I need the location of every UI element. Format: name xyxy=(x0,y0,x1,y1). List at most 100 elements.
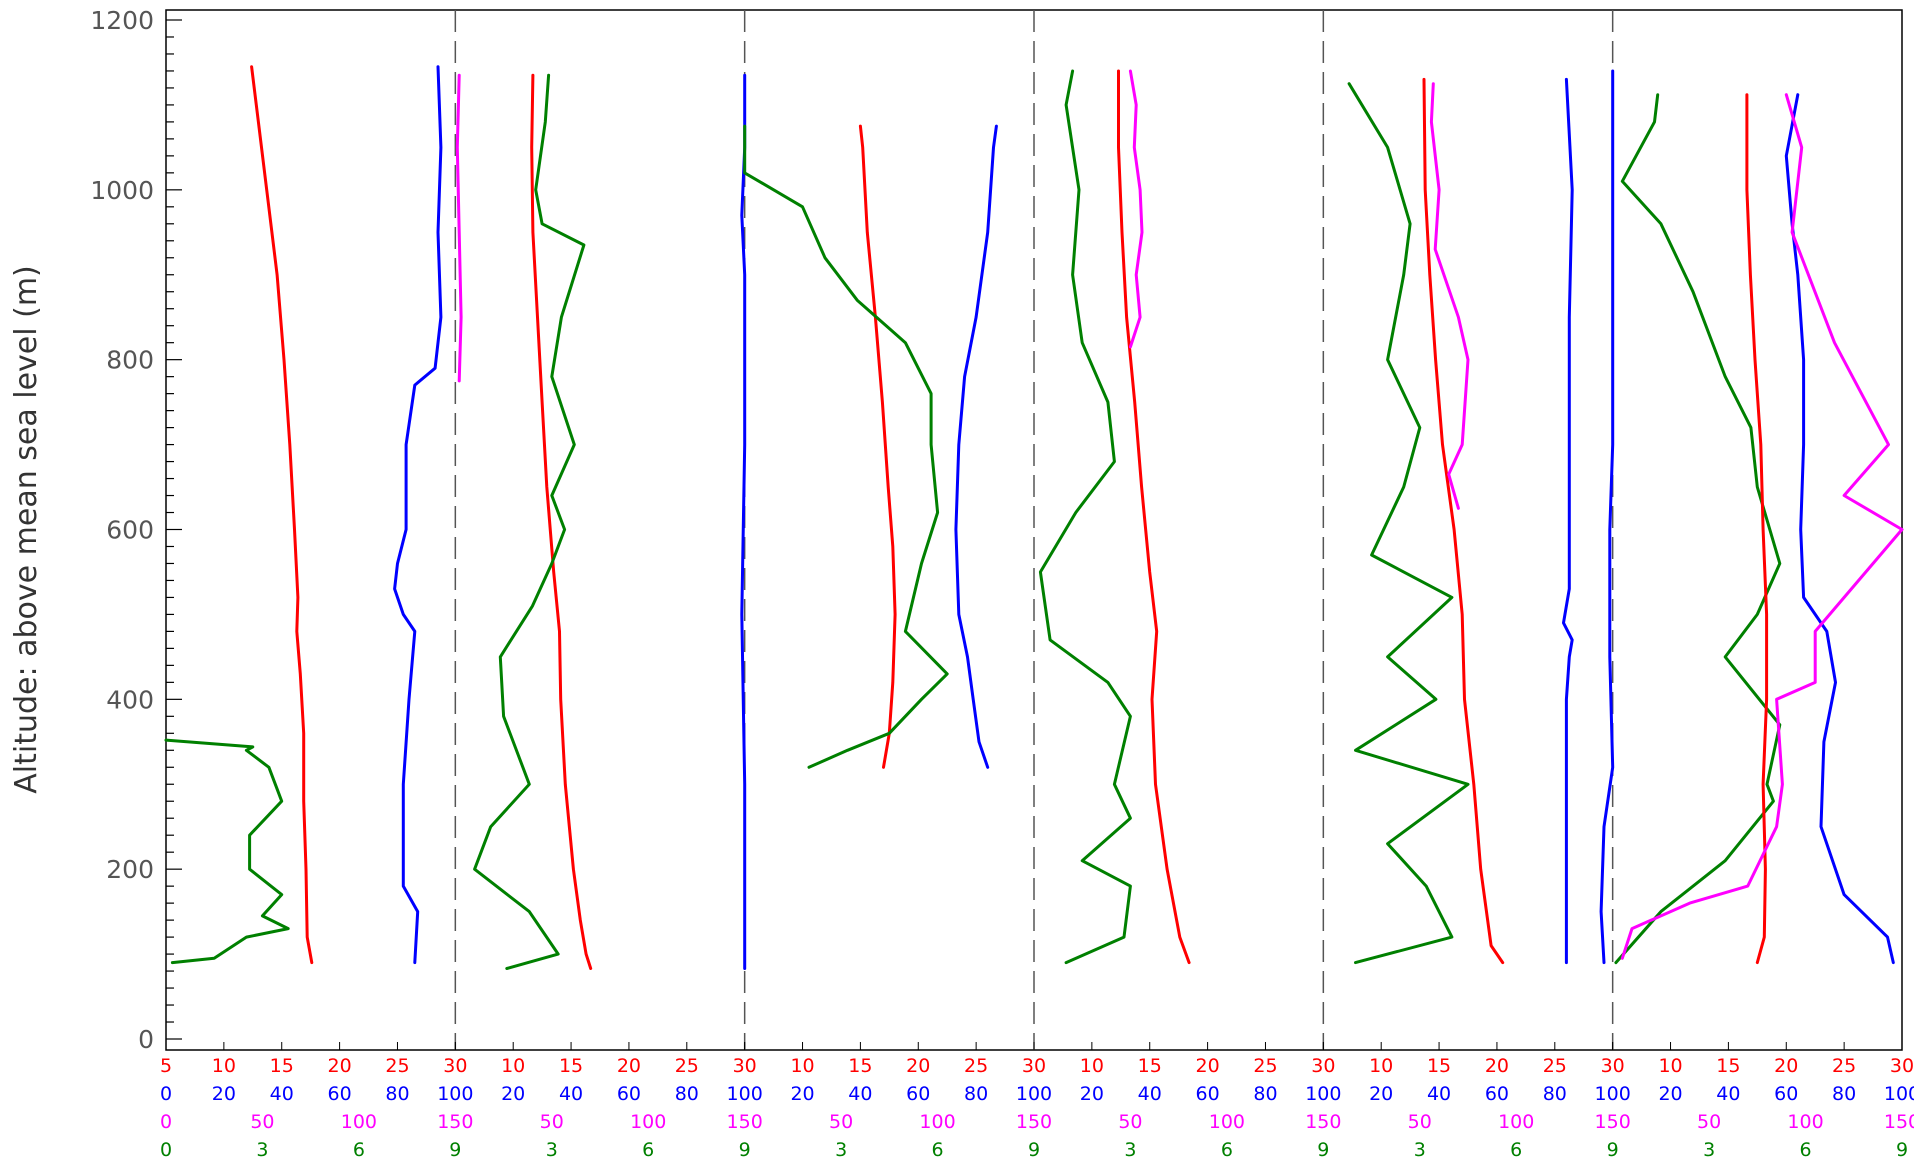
x-tick-label-relative_humidity: 100 xyxy=(437,1083,473,1105)
x-tick-label-relative_humidity: 40 xyxy=(848,1083,872,1105)
x-tick-label-speed: 9 xyxy=(739,1139,751,1161)
series-line-panel4-direction xyxy=(1128,69,1144,349)
series-line-panel4-speed xyxy=(1038,69,1132,965)
x-tick-label-temperature: 5 xyxy=(160,1055,172,1077)
y-tick-label: 1000 xyxy=(90,176,154,205)
x-tick-label-temperature: 15 xyxy=(270,1055,294,1077)
x-tick-label-temperature: 10 xyxy=(1369,1055,1393,1077)
x-tick-label-temperature: 15 xyxy=(848,1055,872,1077)
series-line-panel3-speed xyxy=(743,124,949,769)
x-tick-label-relative_humidity: 100 xyxy=(1884,1083,1914,1105)
y-tick-label: 400 xyxy=(106,685,154,714)
x-tick-label-temperature: 30 xyxy=(1022,1055,1046,1077)
x-tick-label-relative_humidity: 60 xyxy=(906,1083,930,1105)
x-tick-label-relative_humidity: 80 xyxy=(385,1083,409,1105)
x-tick-label-temperature: 10 xyxy=(1080,1055,1104,1077)
x-tick-label-relative_humidity: 60 xyxy=(1485,1083,1509,1105)
x-tick-label-temperature: 20 xyxy=(1774,1055,1798,1077)
x-tick-label-relative_humidity: 20 xyxy=(501,1083,525,1105)
series-line-panel6-speed xyxy=(1614,93,1782,965)
x-tick-label-direction: 100 xyxy=(919,1111,955,1133)
x-tick-label-direction: 50 xyxy=(1118,1111,1142,1133)
x-tick-label-temperature: 15 xyxy=(1138,1055,1162,1077)
x-tick-label-temperature: 30 xyxy=(1890,1055,1914,1077)
series-line-panel6-temperature xyxy=(1745,93,1769,965)
x-tick-label-relative_humidity: 0 xyxy=(160,1083,172,1105)
x-tick-label-speed: 6 xyxy=(1221,1139,1233,1161)
series-line-panel5-temperature xyxy=(1422,77,1505,965)
x-tick-label-direction: 50 xyxy=(540,1111,564,1133)
x-tick-label-temperature: 25 xyxy=(675,1055,699,1077)
x-tick-label-relative_humidity: 80 xyxy=(1253,1083,1277,1105)
x-tick-label-temperature: 25 xyxy=(385,1055,409,1077)
series-line-panel4-temperature xyxy=(1117,69,1191,965)
x-tick-label-relative_humidity: 80 xyxy=(1832,1083,1856,1105)
x-tick-label-direction: 150 xyxy=(1595,1111,1631,1133)
x-tick-label-relative_humidity: 100 xyxy=(727,1083,763,1105)
x-tick-label-relative_humidity: 80 xyxy=(964,1083,988,1105)
x-tick-label-direction: 50 xyxy=(1697,1111,1721,1133)
x-tick-label-speed: 6 xyxy=(932,1139,944,1161)
x-tick-label-relative_humidity: 40 xyxy=(270,1083,294,1105)
x-tick-label-relative_humidity: 100 xyxy=(1595,1083,1631,1105)
x-tick-label-speed: 9 xyxy=(1028,1139,1040,1161)
x-tick-label-temperature: 20 xyxy=(1485,1055,1509,1077)
x-tick-label-relative_humidity: 100 xyxy=(1305,1083,1341,1105)
x-tick-label-temperature: 30 xyxy=(443,1055,467,1077)
x-tick-label-direction: 50 xyxy=(250,1111,274,1133)
y-tick-label: 1200 xyxy=(90,6,154,35)
x-tick-label-speed: 3 xyxy=(256,1139,268,1161)
x-tick-label-temperature: 25 xyxy=(964,1055,988,1077)
x-tick-label-speed: 9 xyxy=(1896,1139,1908,1161)
x-tick-label-relative_humidity: 20 xyxy=(790,1083,814,1105)
x-tick-label-direction: 100 xyxy=(1787,1111,1823,1133)
x-tick-label-relative_humidity: 40 xyxy=(1138,1083,1162,1105)
x-tick-label-relative_humidity: 20 xyxy=(212,1083,236,1105)
x-tick-label-relative_humidity: 80 xyxy=(1543,1083,1567,1105)
x-tick-label-speed: 6 xyxy=(1510,1139,1522,1161)
x-tick-label-temperature: 20 xyxy=(1196,1055,1220,1077)
x-tick-label-direction: 100 xyxy=(1498,1111,1534,1133)
x-tick-label-speed: 9 xyxy=(1317,1139,1329,1161)
x-tick-label-direction: 0 xyxy=(160,1111,172,1133)
x-tick-label-temperature: 15 xyxy=(559,1055,583,1077)
x-tick-label-relative_humidity: 40 xyxy=(1427,1083,1451,1105)
x-tick-label-temperature: 20 xyxy=(906,1055,930,1077)
x-tick-label-direction: 150 xyxy=(1016,1111,1052,1133)
y-tick-label: 200 xyxy=(106,855,154,884)
x-tick-label-direction: 150 xyxy=(727,1111,763,1133)
x-tick-label-relative_humidity: 60 xyxy=(1774,1083,1798,1105)
x-tick-label-speed: 9 xyxy=(1607,1139,1619,1161)
x-tick-label-relative_humidity: 20 xyxy=(1369,1083,1393,1105)
x-tick-label-temperature: 25 xyxy=(1832,1055,1856,1077)
x-tick-label-temperature: 10 xyxy=(1658,1055,1682,1077)
x-tick-label-direction: 150 xyxy=(1884,1111,1914,1133)
x-tick-label-speed: 3 xyxy=(546,1139,558,1161)
series-line-panel1-relative_humidity xyxy=(393,65,443,965)
x-tick-label-speed: 3 xyxy=(1414,1139,1426,1161)
x-tick-label-temperature: 20 xyxy=(328,1055,352,1077)
x-tick-label-temperature: 10 xyxy=(501,1055,525,1077)
x-tick-label-speed: 3 xyxy=(835,1139,847,1161)
x-tick-label-speed: 3 xyxy=(1124,1139,1136,1161)
x-tick-label-temperature: 30 xyxy=(1311,1055,1335,1077)
series-line-panel5-relative_humidity xyxy=(1562,77,1574,965)
x-tick-label-temperature: 10 xyxy=(212,1055,236,1077)
series-line-panel5-direction xyxy=(1429,82,1470,510)
x-tick-label-relative_humidity: 40 xyxy=(559,1083,583,1105)
x-tick-label-temperature: 15 xyxy=(1427,1055,1451,1077)
y-tick-label: 0 xyxy=(138,1025,154,1054)
x-tick-label-direction: 100 xyxy=(341,1111,377,1133)
x-tick-label-relative_humidity: 100 xyxy=(1016,1083,1052,1105)
y-tick-label: 800 xyxy=(106,346,154,375)
x-tick-label-speed: 3 xyxy=(1703,1139,1715,1161)
x-tick-label-speed: 0 xyxy=(160,1139,172,1161)
x-tick-label-speed: 6 xyxy=(642,1139,654,1161)
x-tick-label-speed: 9 xyxy=(449,1139,461,1161)
x-tick-label-temperature: 25 xyxy=(1253,1055,1277,1077)
x-tick-label-relative_humidity: 20 xyxy=(1080,1083,1104,1105)
x-tick-label-temperature: 30 xyxy=(1601,1055,1625,1077)
series-line-panel3-temperature xyxy=(858,124,897,769)
